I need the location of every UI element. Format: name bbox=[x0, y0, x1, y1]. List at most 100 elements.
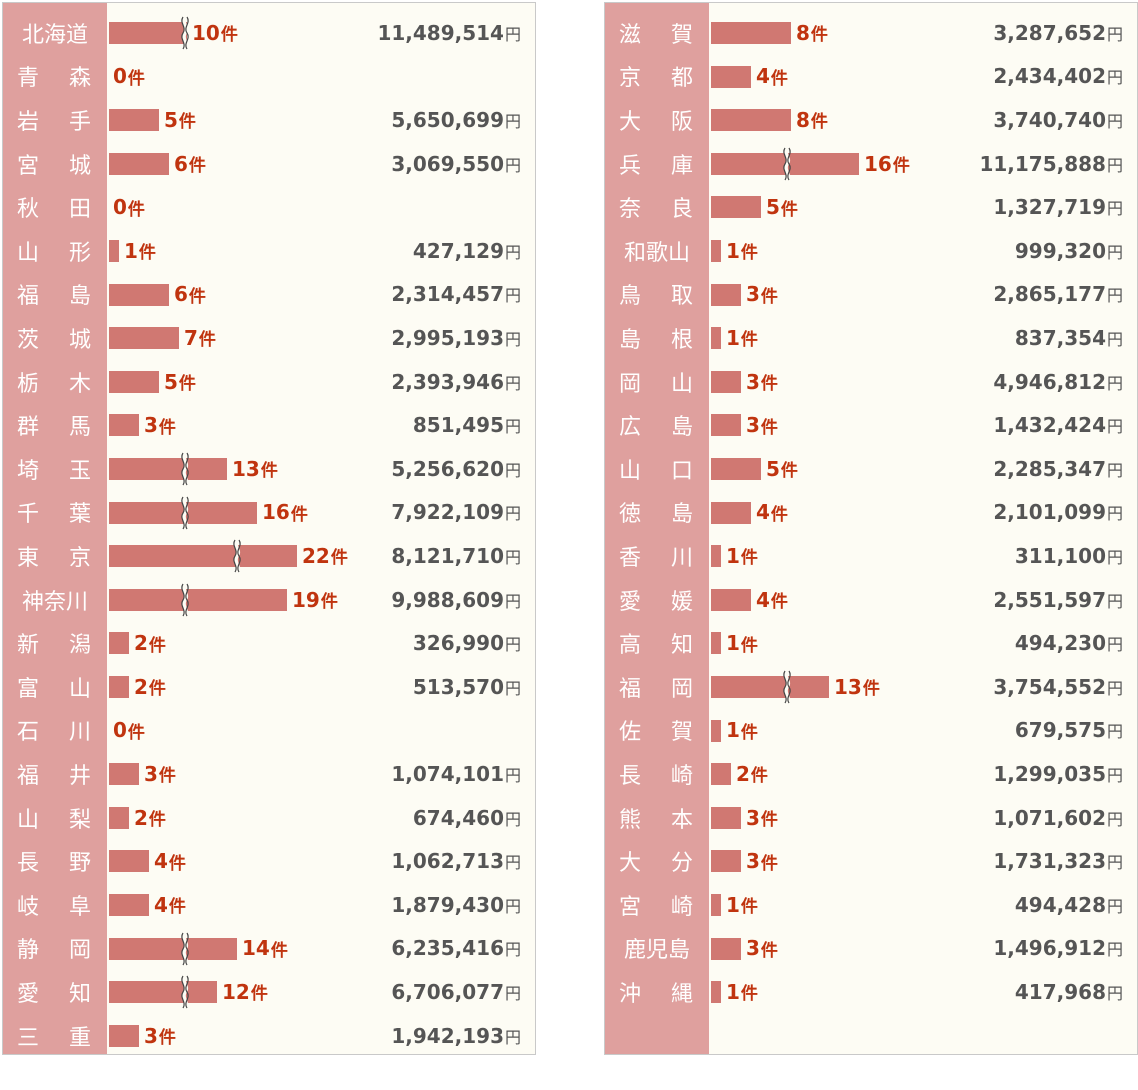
prefecture-label: 福島 bbox=[3, 273, 107, 317]
amount-unit: 円 bbox=[1106, 983, 1123, 1003]
data-label-count: 16 件 bbox=[864, 142, 910, 186]
amount-value: 679,575 bbox=[1014, 718, 1106, 743]
count-value: 8 bbox=[796, 107, 810, 132]
prefecture-label-char: 知 bbox=[670, 633, 693, 659]
bar-mark bbox=[711, 850, 741, 873]
data-label-amount: 2,314,457 円 bbox=[391, 273, 521, 317]
axis-break-mark bbox=[783, 147, 791, 181]
axis-break-mark bbox=[181, 583, 189, 617]
count-value: 13 bbox=[232, 456, 260, 481]
table-row: 滋賀 8 件 3,287,652 円 bbox=[605, 11, 1137, 55]
bar-mark bbox=[109, 370, 159, 393]
count-value: 7 bbox=[184, 325, 198, 350]
prefecture-label: 大分 bbox=[605, 839, 709, 883]
amount-value: 999,320 bbox=[1014, 238, 1106, 263]
amount-unit: 円 bbox=[504, 24, 521, 44]
amount-unit: 円 bbox=[1106, 591, 1123, 611]
prefecture-label-char: 庫 bbox=[670, 153, 693, 179]
bar-mark bbox=[711, 763, 731, 786]
table-row: 三重 3 件 1,942,193 円 bbox=[3, 1014, 535, 1054]
prefecture-label-char: 山 bbox=[68, 676, 91, 702]
amount-value: 1,327,719 bbox=[993, 195, 1106, 220]
count-unit: 件 bbox=[740, 548, 758, 569]
prefecture-label-char: 東 bbox=[17, 545, 40, 571]
prefecture-label-column bbox=[3, 3, 107, 1054]
prefecture-label-char: 香 bbox=[619, 545, 642, 571]
table-row: 茨城 7 件 2,995,193 円 bbox=[3, 316, 535, 360]
amount-value: 326,990 bbox=[412, 631, 504, 656]
table-row: 栃木 5 件 2,393,946 円 bbox=[3, 360, 535, 404]
count-unit: 件 bbox=[250, 984, 268, 1005]
count-value: 12 bbox=[222, 979, 250, 1004]
prefecture-label: 石川 bbox=[3, 709, 107, 753]
prefecture-label-char: 奈 bbox=[619, 197, 642, 223]
count-value: 6 bbox=[174, 282, 188, 307]
prefecture-label-char: 重 bbox=[68, 1025, 91, 1051]
count-value: 1 bbox=[726, 979, 740, 1004]
count-value: 3 bbox=[746, 282, 760, 307]
count-value: 10 bbox=[192, 20, 220, 45]
amount-value: 427,129 bbox=[412, 238, 504, 263]
prefecture-label: 福井 bbox=[3, 752, 107, 796]
count-unit: 件 bbox=[760, 374, 778, 395]
prefecture-label-char: 長 bbox=[619, 763, 642, 789]
amount-value: 2,995,193 bbox=[391, 325, 504, 350]
data-label-amount: 999,320 円 bbox=[1015, 229, 1123, 273]
amount-unit: 円 bbox=[1106, 68, 1123, 88]
prefecture-label-char: 福 bbox=[619, 676, 642, 702]
prefecture-label-char: 野 bbox=[68, 851, 91, 877]
prefecture-label-char: 福 bbox=[17, 284, 40, 310]
prefecture-label: 福岡 bbox=[605, 665, 709, 709]
amount-value: 1,879,430 bbox=[391, 892, 504, 917]
count-unit: 件 bbox=[892, 156, 910, 177]
amount-unit: 円 bbox=[504, 286, 521, 306]
axis-break-mark bbox=[181, 496, 189, 529]
bar-mark bbox=[109, 763, 139, 786]
count-unit: 件 bbox=[158, 1028, 176, 1049]
count-value: 0 bbox=[113, 64, 127, 89]
count-value: 1 bbox=[726, 543, 740, 568]
table-row: 福井 3 件 1,074,101 円 bbox=[3, 752, 535, 796]
prefecture-label-char: 口 bbox=[670, 458, 693, 484]
chart-panel-right: 滋賀 8 件 3,287,652 円京都 4 件 2,434,402 円大阪 8 件 3,740,74… bbox=[604, 2, 1138, 1055]
count-unit: 件 bbox=[148, 635, 166, 656]
bar-mark bbox=[711, 501, 751, 524]
table-row: 福島 6 件 2,314,457 円 bbox=[3, 273, 535, 317]
prefecture-label-char: 分 bbox=[670, 851, 693, 877]
count-value: 4 bbox=[756, 587, 770, 612]
prefecture-label-char: 京 bbox=[619, 66, 642, 92]
prefecture-label: 島根 bbox=[605, 316, 709, 360]
table-row: 東京 22 件 8,121,710 円 bbox=[3, 534, 535, 578]
data-label-count: 13 件 bbox=[834, 665, 880, 709]
data-label-amount: 427,129 円 bbox=[413, 229, 521, 273]
prefecture-label: 徳島 bbox=[605, 491, 709, 535]
bar-mark bbox=[711, 545, 721, 568]
prefecture-label: 京都 bbox=[605, 55, 709, 99]
amount-value: 1,071,602 bbox=[993, 805, 1106, 830]
table-row: 鳥取 3 件 2,865,177 円 bbox=[605, 273, 1137, 317]
prefecture-label-char: 滋 bbox=[619, 22, 642, 48]
data-label-count: 10 件 bbox=[192, 11, 238, 55]
data-label-amount: 326,990 円 bbox=[413, 621, 521, 665]
count-unit: 件 bbox=[148, 679, 166, 700]
prefecture-label-char: 島 bbox=[619, 327, 642, 353]
prefecture-label-char: 井 bbox=[68, 763, 91, 789]
count-value: 0 bbox=[113, 195, 127, 220]
count-unit: 件 bbox=[770, 504, 788, 525]
bar-mark bbox=[109, 850, 149, 873]
data-label-amount: 3,740,740 円 bbox=[993, 98, 1123, 142]
table-row: 広島 3 件 1,432,424 円 bbox=[605, 403, 1137, 447]
table-row: 北海道 10 件 11,489,514 円 bbox=[3, 11, 535, 55]
amount-unit: 円 bbox=[504, 896, 521, 916]
amount-value: 3,069,550 bbox=[391, 151, 504, 176]
count-value: 3 bbox=[144, 761, 158, 786]
data-label-amount: 5,650,699 円 bbox=[391, 98, 521, 142]
